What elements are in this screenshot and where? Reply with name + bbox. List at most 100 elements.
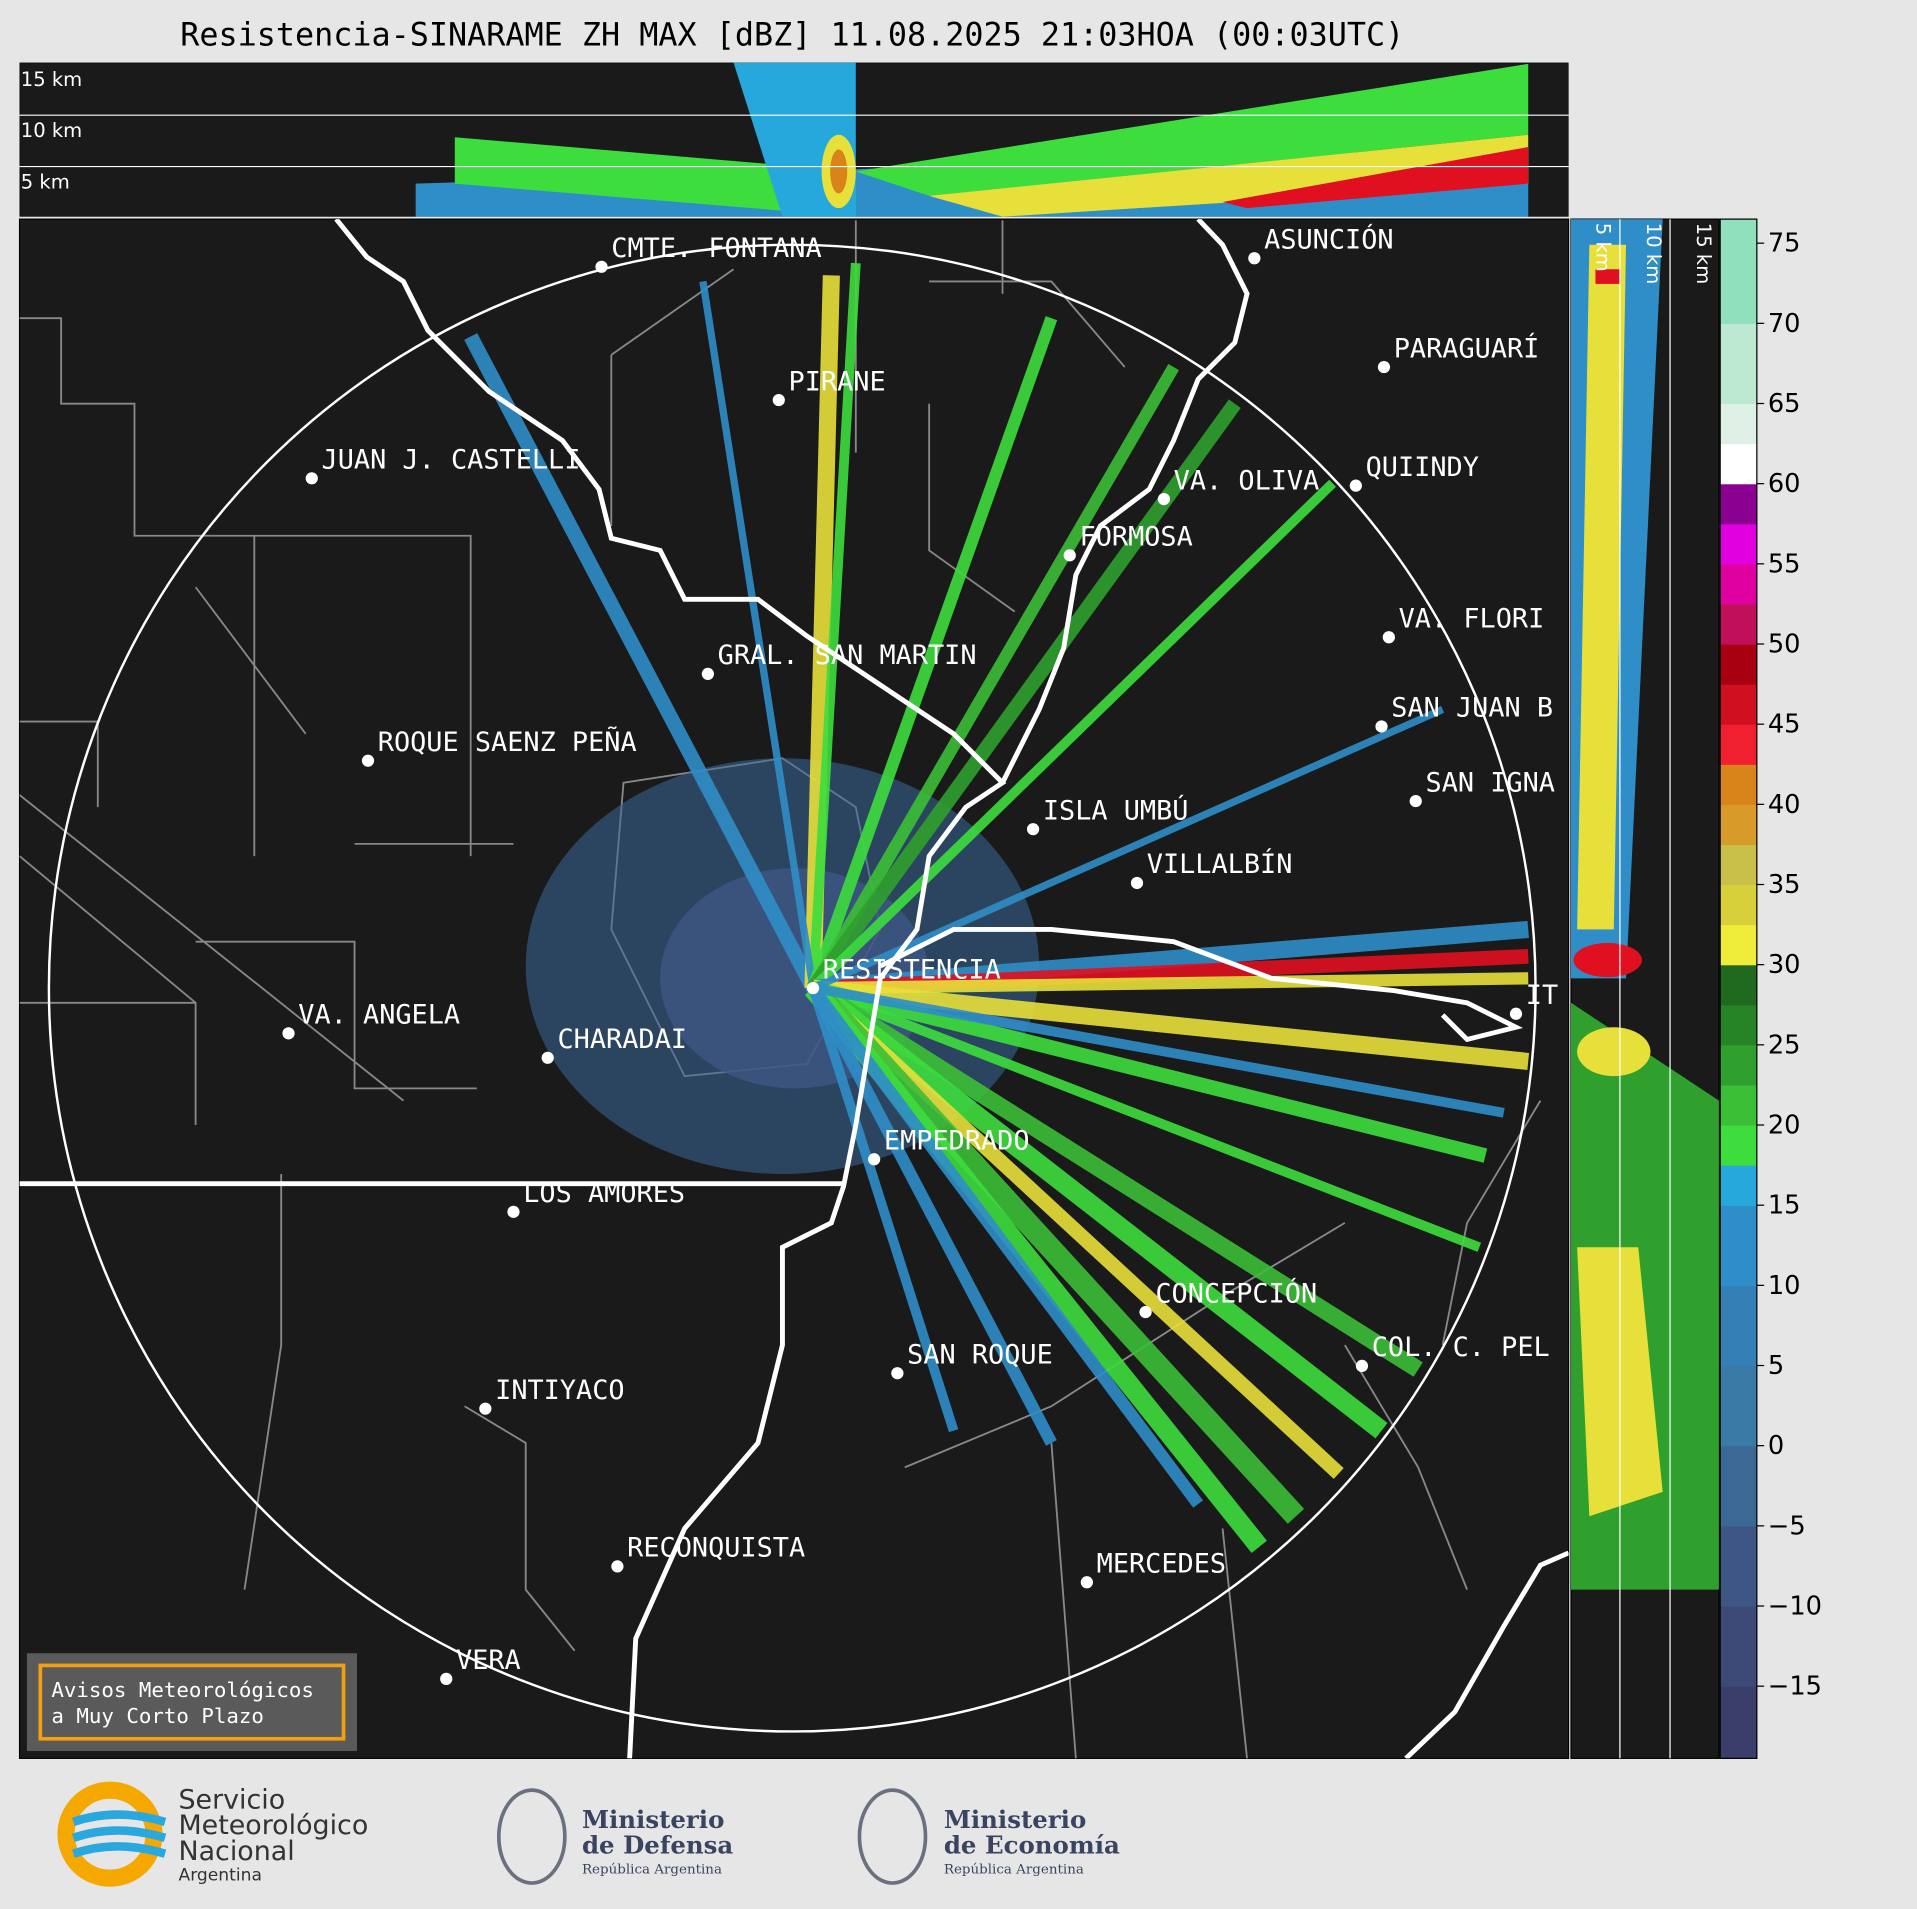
city-dot bbox=[1355, 1359, 1369, 1373]
city-label: IT bbox=[1526, 980, 1558, 1011]
colorbar-tick-label: 55 bbox=[1768, 549, 1801, 579]
height-label: 5 km bbox=[1592, 223, 1615, 272]
echo-ray bbox=[812, 983, 1505, 1118]
city-dot bbox=[611, 1560, 624, 1573]
echo bbox=[1573, 942, 1642, 978]
city-dot bbox=[305, 472, 318, 485]
colorbar-tick-label: 50 bbox=[1768, 630, 1801, 660]
city-dot bbox=[595, 260, 608, 273]
city-dot bbox=[1130, 876, 1144, 890]
rivers bbox=[19, 219, 1569, 1759]
notice-border bbox=[38, 1663, 346, 1741]
logo-waves bbox=[71, 1810, 167, 1858]
city-dot bbox=[1139, 1305, 1152, 1319]
city-dot bbox=[1409, 794, 1422, 808]
echo bbox=[1222, 146, 1529, 209]
colorbar-tick-label: 5 bbox=[1768, 1351, 1784, 1381]
colorbar-segment bbox=[1720, 1125, 1757, 1166]
colorbar-frame bbox=[1719, 218, 1758, 1759]
height-label: 5 km bbox=[21, 171, 70, 194]
echo-ray bbox=[811, 981, 1488, 1163]
colorbar-tick-label: 15 bbox=[1768, 1191, 1801, 1221]
city-label: INTIYACO bbox=[495, 1375, 624, 1406]
city-label: VILLALBÍN bbox=[1147, 848, 1293, 880]
colorbar-tick-label: −15 bbox=[1768, 1672, 1822, 1702]
city-dot bbox=[1157, 492, 1171, 506]
city-dot bbox=[1509, 1007, 1523, 1020]
colorbar-tick-label: 70 bbox=[1768, 309, 1801, 339]
colorbar-segment bbox=[1720, 1606, 1757, 1687]
city-dot bbox=[507, 1205, 520, 1218]
colorbar: −15 −10 −5 0 5 10 15 20 25 30 35 40 45 50 55 60 65 70 75 bbox=[1719, 218, 1822, 1759]
echo-ray bbox=[808, 980, 1423, 1377]
city-label: VA. FLORI bbox=[1399, 603, 1545, 634]
colorbar-segment bbox=[1720, 1285, 1757, 1367]
height-label: 10 km bbox=[21, 119, 82, 142]
colorbar-segment bbox=[1720, 403, 1757, 445]
city-label: VA. OLIVA bbox=[1174, 465, 1320, 496]
colorbar-segment bbox=[1720, 1165, 1757, 1206]
city-dot bbox=[479, 1402, 492, 1415]
logo-text: Nacional bbox=[178, 1836, 294, 1867]
echo-ray bbox=[808, 986, 959, 1433]
city-dot bbox=[1248, 252, 1261, 265]
coat-of-arms bbox=[496, 1788, 567, 1885]
echo-ray bbox=[464, 333, 820, 992]
cities: CMTE. FONTANA ASUNCIÓN PARAGUARÍ PIRANE JUAN… bbox=[282, 223, 1558, 1685]
colorbar-tick-label: 45 bbox=[1768, 710, 1801, 740]
colorbar-segment bbox=[1720, 1525, 1757, 1607]
colorbar-tick-label: 30 bbox=[1768, 950, 1801, 980]
echo bbox=[830, 149, 848, 194]
height-label: 15 km bbox=[1692, 223, 1715, 284]
title: Resistencia-SINARAME ZH MAX [dBZ] 11.08.… bbox=[180, 18, 1404, 54]
colorbar-segment bbox=[1720, 603, 1757, 645]
colorbar-segment bbox=[1720, 884, 1757, 926]
city-label: PIRANE bbox=[789, 366, 886, 397]
logo-text: de Economía bbox=[944, 1831, 1120, 1860]
colorbar-segment bbox=[1720, 764, 1757, 805]
colorbar-tick-label: 60 bbox=[1768, 469, 1801, 499]
colorbar-tick-label: 35 bbox=[1768, 870, 1801, 900]
coat-of-arms bbox=[857, 1788, 928, 1885]
notice-box bbox=[26, 1653, 357, 1752]
colorbar-tick-label: 0 bbox=[1768, 1431, 1784, 1461]
colorbar-segment bbox=[1720, 563, 1757, 605]
city-label: ROQUE SAENZ PEÑA bbox=[378, 726, 637, 758]
logo-text: Meteorológico bbox=[178, 1810, 368, 1841]
city-dot bbox=[1026, 823, 1040, 836]
city-dot bbox=[1349, 479, 1362, 492]
city-label: CONCEPCIÓN bbox=[1155, 1277, 1317, 1309]
city-dot bbox=[361, 754, 375, 767]
city-dot bbox=[541, 1051, 554, 1064]
city-label: SAN ROQUE bbox=[907, 1339, 1053, 1370]
colorbar-segment bbox=[1720, 844, 1757, 886]
city-dot bbox=[1382, 631, 1395, 644]
echo-ray bbox=[807, 980, 1388, 1439]
city-label: SAN JUAN B bbox=[1391, 693, 1553, 724]
colorbar-segment bbox=[1720, 1004, 1757, 1046]
echo-ray bbox=[807, 363, 1179, 992]
city-label: LOS AMORES bbox=[523, 1178, 685, 1209]
echo bbox=[454, 137, 856, 217]
echo bbox=[929, 134, 1529, 217]
colorbar-segment bbox=[1720, 1205, 1757, 1286]
colorbar-tick-label: −10 bbox=[1768, 1592, 1822, 1622]
city-label: JUAN J. CASTELLI bbox=[322, 445, 581, 476]
city-label: FORMOSA bbox=[1080, 522, 1193, 553]
echoes bbox=[464, 262, 1530, 1553]
colorbar-tick-label: 75 bbox=[1768, 229, 1801, 259]
city-label: CMTE. FONTANA bbox=[611, 233, 821, 264]
colorbar-segment bbox=[1720, 1084, 1757, 1126]
echo bbox=[1577, 244, 1627, 930]
colorbar-segment bbox=[1720, 323, 1757, 405]
logo-text: de Defensa bbox=[582, 1831, 733, 1860]
city-label: EMPEDRADO bbox=[884, 1126, 1030, 1157]
colorbar-segment bbox=[1720, 1445, 1757, 1527]
city-dot bbox=[806, 982, 820, 995]
city-label: SAN IGNA bbox=[1426, 767, 1555, 798]
colorbar-segment bbox=[1720, 1044, 1757, 1086]
city-label: COL. C. PEL bbox=[1372, 1332, 1550, 1363]
city-dot bbox=[440, 1672, 453, 1685]
city-dot bbox=[1377, 360, 1391, 374]
echo-ray bbox=[812, 979, 1530, 1070]
